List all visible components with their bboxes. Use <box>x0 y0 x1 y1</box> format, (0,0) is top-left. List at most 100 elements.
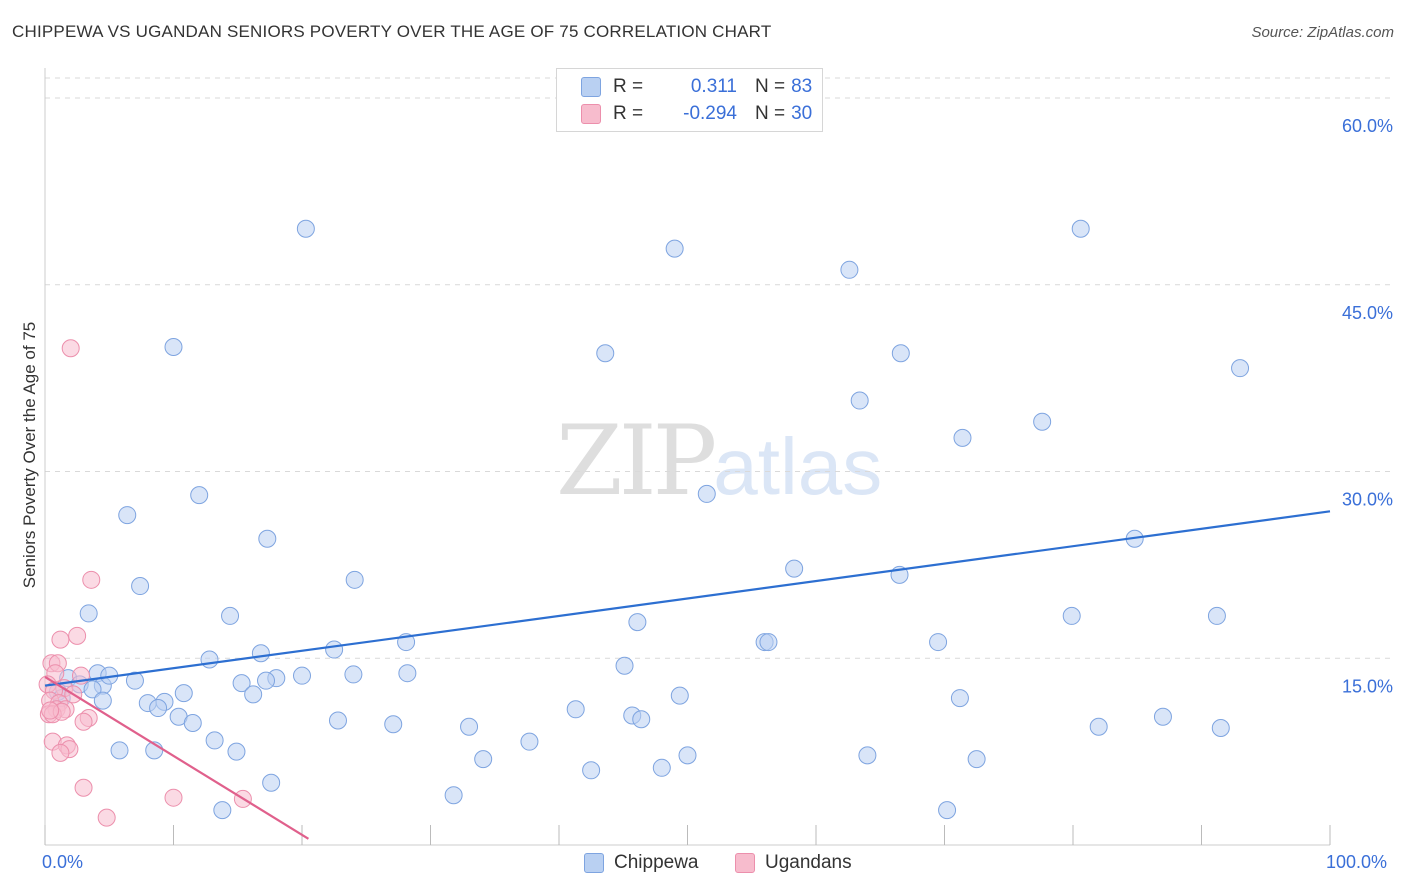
chippewa-point <box>149 699 168 718</box>
ugandans-trendline <box>44 675 310 840</box>
legend-r-label: R = <box>613 76 644 97</box>
ugandans-point <box>74 778 93 797</box>
chippewa-point <box>615 656 634 675</box>
watermark: ZIPatlas <box>556 405 882 517</box>
chippewa-point <box>164 338 183 356</box>
chippewa-point <box>474 750 493 769</box>
chippewa-point <box>83 680 102 699</box>
ugandans-point <box>68 626 87 645</box>
chippewa-point <box>1153 707 1172 726</box>
chippewa-point <box>213 801 232 820</box>
correlation-legend: R = 0.311 N = 83 R = -0.294 N = 30 <box>556 68 823 132</box>
y-axis-title: Seniors Poverty Over the Age of 75 <box>20 321 39 589</box>
chippewa-point <box>665 239 684 258</box>
source-label: Source: ZipAtlas.com <box>1251 24 1394 41</box>
legend-item-label: Chippewa <box>614 852 699 873</box>
chippewa-point <box>328 711 347 730</box>
chart-title: CHIPPEWA VS UGANDAN SENIORS POVERTY OVER… <box>12 22 772 41</box>
chippewa-point <box>938 801 957 820</box>
chippewa-point <box>258 529 277 548</box>
ugandans-point <box>61 339 80 358</box>
chippewa-point <box>632 710 651 729</box>
chippewa-point <box>344 665 363 684</box>
chippewa-point <box>1231 359 1250 378</box>
chippewa-point <box>596 344 615 363</box>
legend-item-chippewa: Chippewa <box>584 852 699 874</box>
chippewa-point <box>79 604 98 623</box>
chippewa-swatch <box>581 77 601 97</box>
chippewa-point <box>205 731 224 750</box>
y-tick-label: 30.0% <box>1342 490 1393 510</box>
chippewa-point <box>967 750 986 769</box>
legend-r-value: -0.294 <box>683 103 737 124</box>
chippewa-point <box>891 344 910 363</box>
chippewa-point <box>929 633 948 652</box>
ugandans-point <box>51 630 70 649</box>
ugandans-point <box>97 808 116 827</box>
chippewa-swatch <box>584 853 604 873</box>
chippewa-point <box>131 577 150 596</box>
ugandans-point <box>74 712 93 731</box>
ugandans-point <box>41 701 60 720</box>
chippewa-point <box>953 428 972 447</box>
chippewa-point <box>566 700 585 719</box>
chippewa-point <box>325 640 344 659</box>
chippewa-point <box>1062 606 1081 625</box>
legend-row-chippewa: R = 0.311 N = 83 <box>581 75 812 99</box>
ugandans-point <box>82 570 101 589</box>
chippewa-point <box>652 758 671 777</box>
chippewa-point <box>257 671 276 690</box>
chippewa-point <box>678 746 697 765</box>
ugandans-swatch <box>581 104 601 124</box>
chippewa-point <box>950 689 969 708</box>
legend-item-ugandans: Ugandans <box>735 852 852 874</box>
legend-n-label: N = <box>755 103 786 124</box>
chippewa-point <box>697 484 716 503</box>
legend-row-ugandans: R = -0.294 N = 30 <box>581 102 812 126</box>
ugandans-point <box>51 743 70 762</box>
x-tick-label-max: 100.0% <box>1326 852 1388 872</box>
legend-r-value: 0.311 <box>690 76 737 97</box>
ugandans-swatch <box>735 853 755 873</box>
chippewa-trendline <box>44 510 1331 687</box>
chippewa-point <box>850 391 869 410</box>
chippewa-point <box>1033 412 1052 431</box>
legend-item-label: Ugandans <box>765 852 852 873</box>
chippewa-point <box>190 486 209 505</box>
watermark-zip: ZIP <box>556 405 717 517</box>
chippewa-point <box>296 219 315 238</box>
chippewa-point <box>125 671 144 690</box>
chippewa-point <box>232 674 251 693</box>
chippewa-point <box>1211 718 1230 737</box>
chippewa-point <box>293 666 311 685</box>
ugandans-point <box>164 788 183 807</box>
chippewa-point <box>384 715 403 734</box>
x-tick-label-min: 0.0% <box>42 852 84 872</box>
chippewa-point <box>251 644 270 663</box>
chippewa-point <box>118 506 137 525</box>
chippewa-point <box>582 761 601 780</box>
chippewa-point <box>520 732 539 751</box>
chippewa-point <box>183 713 202 732</box>
watermark-atlas: atlas <box>713 422 883 511</box>
y-tick-label: 45.0% <box>1342 303 1393 323</box>
chippewa-point <box>1089 717 1108 736</box>
chippewa-point <box>1207 606 1226 625</box>
chippewa-point <box>398 664 417 683</box>
chippewa-point <box>110 741 129 760</box>
chippewa-point <box>1071 219 1090 238</box>
chippewa-point <box>221 606 240 625</box>
legend-r-label: R = <box>613 103 644 124</box>
chippewa-point <box>858 746 877 765</box>
y-tick-label: 60.0% <box>1342 116 1393 136</box>
chippewa-point <box>262 773 281 792</box>
chippewa-point <box>759 633 778 652</box>
chippewa-point <box>444 786 463 805</box>
legend-n-label: N = <box>755 76 786 97</box>
legend-n-value: 30 <box>791 103 813 124</box>
chippewa-point <box>785 559 804 578</box>
chippewa-point <box>840 260 859 279</box>
y-tick-label: 15.0% <box>1342 676 1393 696</box>
chippewa-point <box>227 742 246 761</box>
chippewa-point <box>628 613 647 632</box>
